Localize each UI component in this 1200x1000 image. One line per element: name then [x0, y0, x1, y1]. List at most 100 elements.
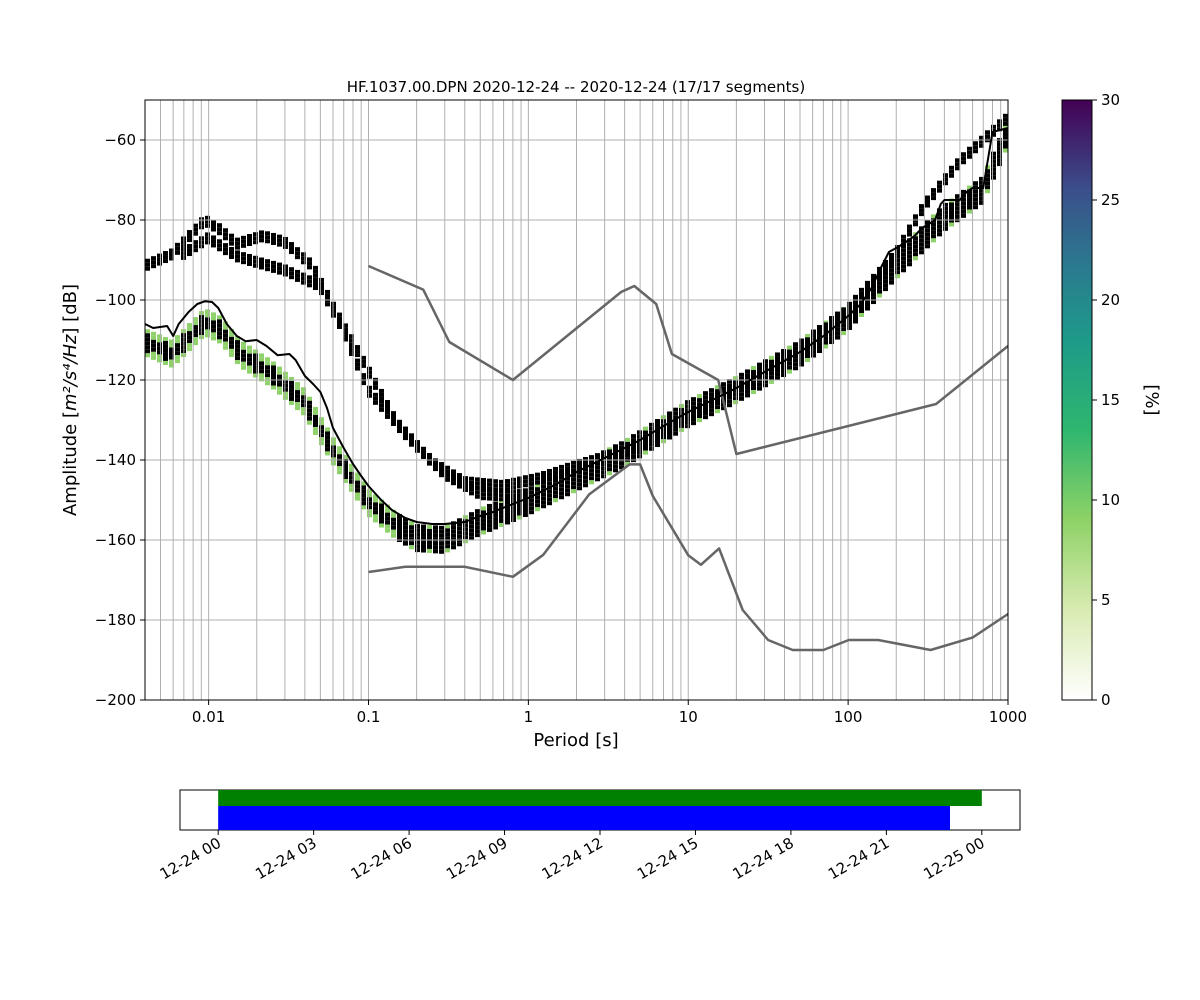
density-cell — [961, 209, 966, 214]
density-cell — [271, 264, 276, 269]
mode-line — [144, 127, 1009, 525]
density-cell — [247, 345, 252, 350]
density-cell — [535, 503, 540, 508]
density-cell — [391, 421, 396, 426]
density-cell — [637, 430, 642, 435]
density-cell — [889, 272, 894, 277]
density-cell — [907, 224, 912, 229]
density-cell — [235, 250, 240, 255]
density-cell — [403, 517, 408, 522]
density-cell — [163, 360, 168, 365]
density-cell — [169, 339, 174, 344]
density-cell — [259, 257, 264, 262]
density-cell — [241, 252, 246, 257]
density-cell — [817, 349, 822, 354]
density-cell — [373, 510, 378, 515]
density-cell — [901, 238, 906, 243]
density-cell — [601, 470, 606, 475]
density-cell — [313, 430, 318, 435]
density-cell — [235, 254, 240, 259]
density-cell — [517, 497, 522, 502]
density-cell — [457, 476, 462, 481]
density-cell — [271, 369, 276, 374]
density-cell — [481, 530, 486, 535]
density-cell — [439, 533, 444, 538]
density-cell — [283, 383, 288, 388]
density-cell — [859, 295, 864, 300]
density-cell — [457, 473, 462, 478]
density-cell — [961, 201, 966, 206]
density-cell — [343, 455, 348, 460]
density-cell — [307, 404, 312, 409]
density-cell — [295, 398, 300, 403]
density-cell — [373, 514, 378, 519]
y-tick-label: −120 — [95, 371, 136, 389]
density-cell — [397, 518, 402, 523]
density-cell — [463, 483, 468, 488]
density-cell — [211, 243, 216, 248]
density-cell — [301, 403, 306, 408]
density-cell — [949, 169, 954, 174]
timeline-bar-data — [218, 790, 982, 806]
x-axis-label: Period [s] — [533, 730, 618, 751]
density-cell — [889, 260, 894, 265]
density-cell — [949, 222, 954, 227]
density-cell — [877, 293, 882, 298]
density-cell — [913, 240, 918, 245]
density-cell — [571, 460, 576, 465]
density-cell — [667, 415, 672, 420]
y-axis-label: Amplitude [m²/s⁴/Hz] [dB] — [60, 284, 81, 516]
density-cell — [439, 469, 444, 474]
density-cell — [301, 276, 306, 281]
density-cell — [517, 493, 522, 498]
density-cell — [637, 434, 642, 439]
density-cell — [433, 533, 438, 538]
density-cell — [901, 234, 906, 239]
density-cell — [811, 336, 816, 341]
density-cell — [925, 232, 930, 237]
density-cell — [841, 319, 846, 324]
density-cell — [703, 391, 708, 396]
density-cell — [265, 259, 270, 264]
density-cell — [913, 214, 918, 219]
density-cell — [709, 388, 714, 393]
density-cell — [631, 445, 636, 450]
density-cell — [535, 499, 540, 504]
density-cell — [961, 213, 966, 218]
density-cell — [463, 476, 468, 481]
density-cell — [943, 222, 948, 227]
density-cell — [505, 500, 510, 505]
density-cell — [367, 497, 372, 502]
density-cell — [187, 335, 192, 340]
density-cell — [607, 471, 612, 476]
density-cell — [979, 200, 984, 205]
density-cell — [487, 527, 492, 532]
density-cell — [223, 325, 228, 330]
density-cell — [727, 395, 732, 400]
density-cell — [763, 363, 768, 368]
density-cell — [625, 447, 630, 452]
density-cell — [505, 520, 510, 525]
density-cell — [391, 517, 396, 522]
density-cell — [967, 154, 972, 159]
density-cell — [253, 357, 258, 362]
density-cell — [721, 382, 726, 387]
density-cell — [217, 339, 222, 344]
density-cell — [325, 431, 330, 436]
density-cell — [901, 248, 906, 253]
density-cell — [967, 185, 972, 190]
density-cell — [517, 507, 522, 512]
density-cell — [313, 406, 318, 411]
density-cell — [595, 469, 600, 474]
density-cell — [517, 489, 522, 494]
density-cell — [679, 411, 684, 416]
density-cell — [625, 451, 630, 456]
density-cell — [721, 406, 726, 411]
density-cell — [259, 373, 264, 378]
density-cell — [541, 504, 546, 509]
density-cell — [805, 341, 810, 346]
density-cell — [823, 330, 828, 335]
density-cell — [607, 447, 612, 452]
density-cell — [151, 256, 156, 261]
density-cell — [235, 352, 240, 357]
